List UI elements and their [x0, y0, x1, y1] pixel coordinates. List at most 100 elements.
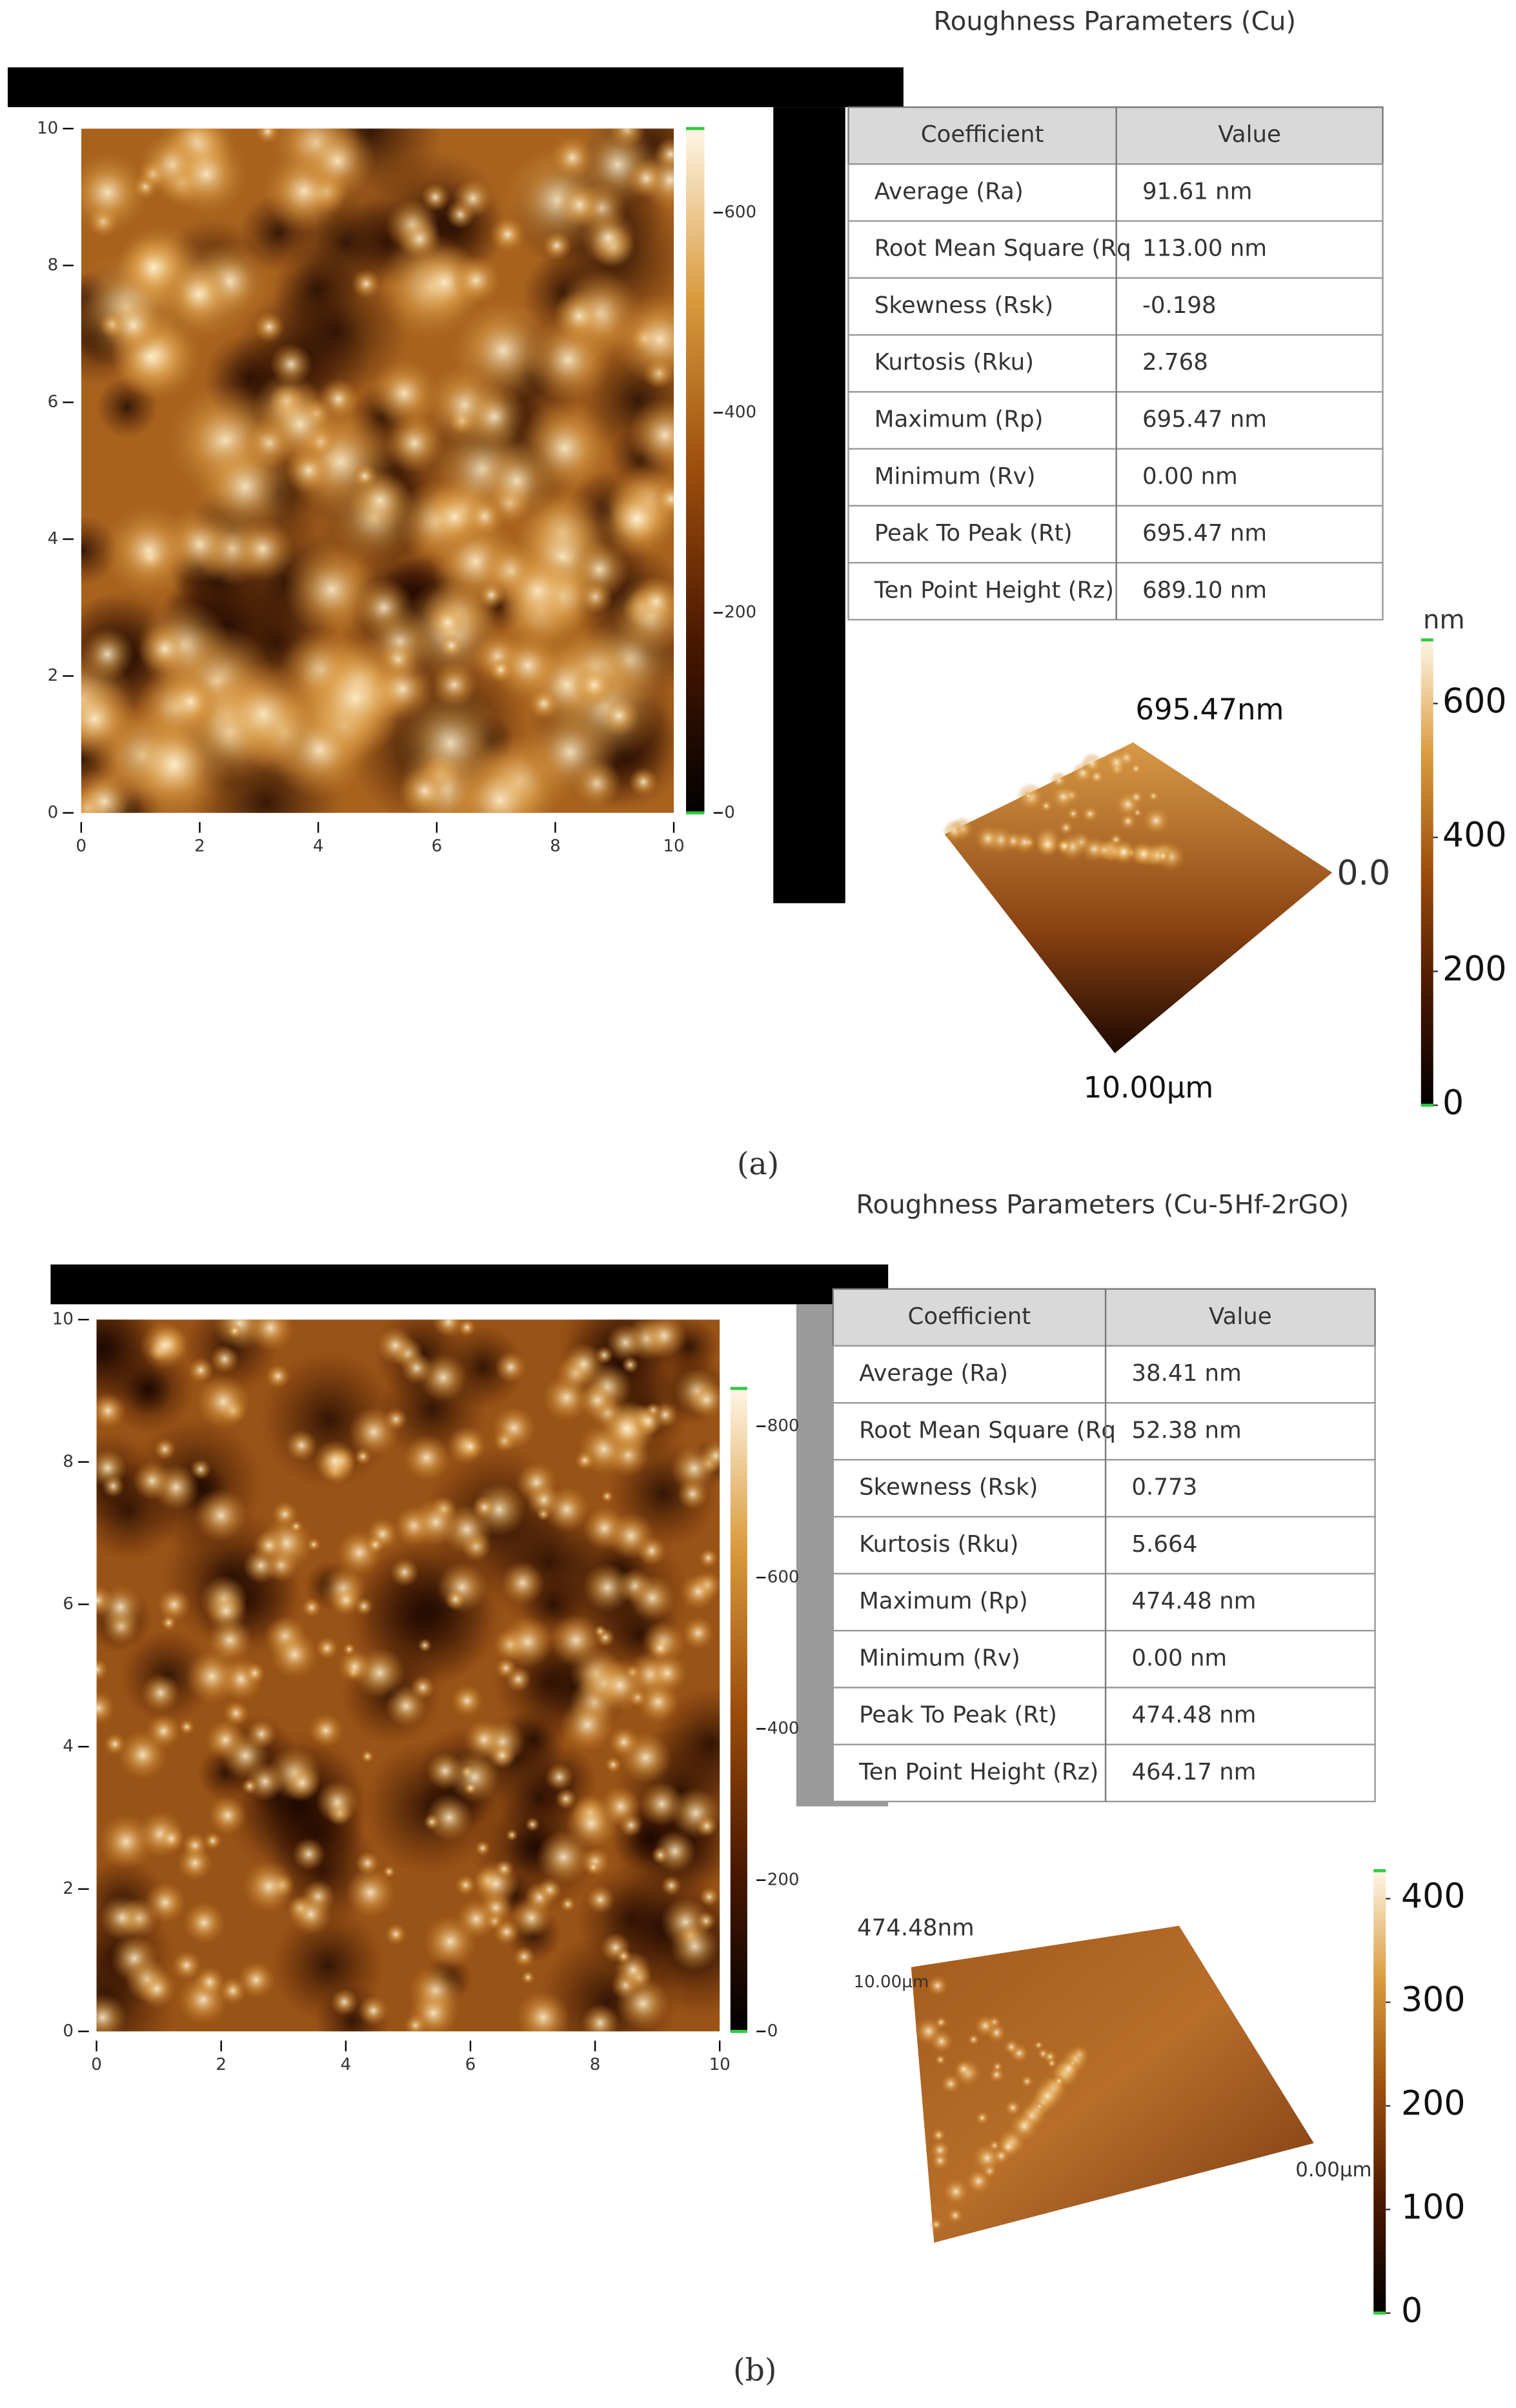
afm-grain: [600, 1785, 642, 1827]
surface-peak: [935, 2054, 946, 2065]
surface-peak: [974, 2014, 997, 2038]
afm-grain: [237, 1961, 275, 1999]
surface-peak: [1055, 2056, 1082, 2082]
x-tick-label: 0: [76, 837, 87, 856]
afm-grain: [221, 1731, 270, 1780]
afm-grain: [661, 1875, 682, 1896]
y-tick-label: 8: [48, 256, 59, 275]
afm-grain: [172, 1951, 202, 1980]
afm-grain: [631, 576, 674, 627]
afm-grain: [365, 1535, 385, 1554]
table-cell: Minimum (Rv): [874, 463, 1036, 490]
afm-grain: [258, 383, 342, 466]
table-title: Roughness Parameters (Cu): [933, 6, 1296, 37]
afm-grain: [494, 1859, 514, 1879]
afm-grain: [292, 1837, 326, 1871]
afm-grain: [428, 603, 467, 643]
surface-peak: [1058, 820, 1074, 836]
surface-peak: [1033, 2082, 1062, 2111]
afm-grain: [625, 157, 667, 199]
scale-tick-label: 200: [724, 603, 756, 622]
afm-grain: [330, 1988, 359, 2016]
afm-grain: [116, 707, 232, 813]
afm-grain: [495, 1657, 517, 1679]
surface-3d: [911, 1925, 1314, 2243]
surface-peak: [1039, 799, 1053, 813]
afm-grain: [190, 1458, 212, 1480]
table-cell: 464.17 nm: [1131, 1759, 1256, 1785]
header-cell: Coefficient: [921, 121, 1044, 148]
afm-grain: [265, 1363, 290, 1389]
afm-grain: [137, 1969, 176, 2009]
afm-grain: [700, 1440, 720, 1472]
afm-grain: [537, 1877, 563, 1902]
afm-grain: [496, 550, 579, 632]
afm-grain: [313, 1440, 356, 1483]
table-cell: 5.664: [1131, 1531, 1197, 1558]
afm-grain: [157, 1588, 191, 1622]
afm-grain: [572, 663, 616, 707]
afm-grain: [425, 1793, 474, 1841]
afm-grain: [505, 1829, 518, 1841]
afm-grain: [210, 661, 318, 768]
afm-grain: [394, 687, 507, 799]
surface-3d: [944, 742, 1333, 1054]
surface-peak: [1104, 750, 1129, 775]
afm-grain: [385, 1923, 407, 1945]
table-row: [832, 1743, 1376, 1803]
afm-grain: [146, 1714, 181, 1749]
afm-grain: [208, 1796, 247, 1835]
surface-peak: [1024, 790, 1033, 801]
afm-grain: [207, 1617, 253, 1663]
afm-grain: [102, 504, 196, 597]
afm-map: [96, 1319, 720, 2032]
afm-grain: [96, 1993, 127, 2032]
afm-grain: [699, 1886, 720, 1907]
surface-peak: [947, 2207, 964, 2224]
scale-unit: nm: [1423, 605, 1465, 635]
afm-grain: [384, 413, 445, 474]
afm-grain: [682, 1616, 715, 1650]
afm-grain: [242, 1860, 296, 1913]
table-cell: Maximum (Rp): [874, 406, 1044, 432]
y-tick-label: 0: [48, 803, 59, 822]
x-tick-label: 0: [91, 2055, 102, 2074]
afm-grain: [410, 1675, 436, 1700]
header-cell: Coefficient: [908, 1303, 1031, 1330]
afm-grain: [536, 1829, 591, 1885]
surface-peak: [1009, 2111, 1040, 2142]
afm-grain: [606, 1323, 645, 1362]
afm-grain: [585, 1885, 615, 1914]
afm-grain: [370, 656, 435, 721]
afm-grain: [290, 1520, 303, 1533]
afm-grain: [252, 1529, 285, 1562]
afm-grain: [196, 1374, 250, 1429]
surface-peak: [1055, 837, 1073, 855]
afm-grain: [541, 230, 572, 261]
afm-grain: [432, 1319, 464, 1338]
afm-grain: [219, 1976, 247, 2005]
afm-grain: [521, 1971, 535, 1984]
table-cell: 474.48 nm: [1131, 1702, 1256, 1729]
afm-grain: [555, 1788, 577, 1810]
afm-grain: [210, 1344, 239, 1374]
afm-grain: [605, 1756, 622, 1773]
afm-grain: [649, 1636, 672, 1660]
surface-peak: [1036, 833, 1060, 856]
afm-grain: [423, 1814, 440, 1831]
afm-grain: [96, 1392, 126, 1429]
afm-grain: [254, 311, 285, 343]
afm-grain: [330, 1585, 361, 1616]
afm-grain: [400, 1352, 433, 1385]
x-tick-label: 2: [194, 837, 205, 856]
surface-peak: [955, 2060, 973, 2078]
y-tick-label: 6: [48, 392, 59, 412]
header-cell: Value: [1218, 121, 1281, 148]
afm-grain: [338, 1649, 372, 1684]
afm-grain: [308, 1713, 343, 1748]
y-tick-label: 10: [52, 1310, 74, 1329]
afm-grain: [455, 1874, 476, 1896]
table-header: [832, 1288, 1376, 1347]
afm-grain: [358, 1995, 389, 2027]
afm-grain: [283, 1764, 321, 1801]
